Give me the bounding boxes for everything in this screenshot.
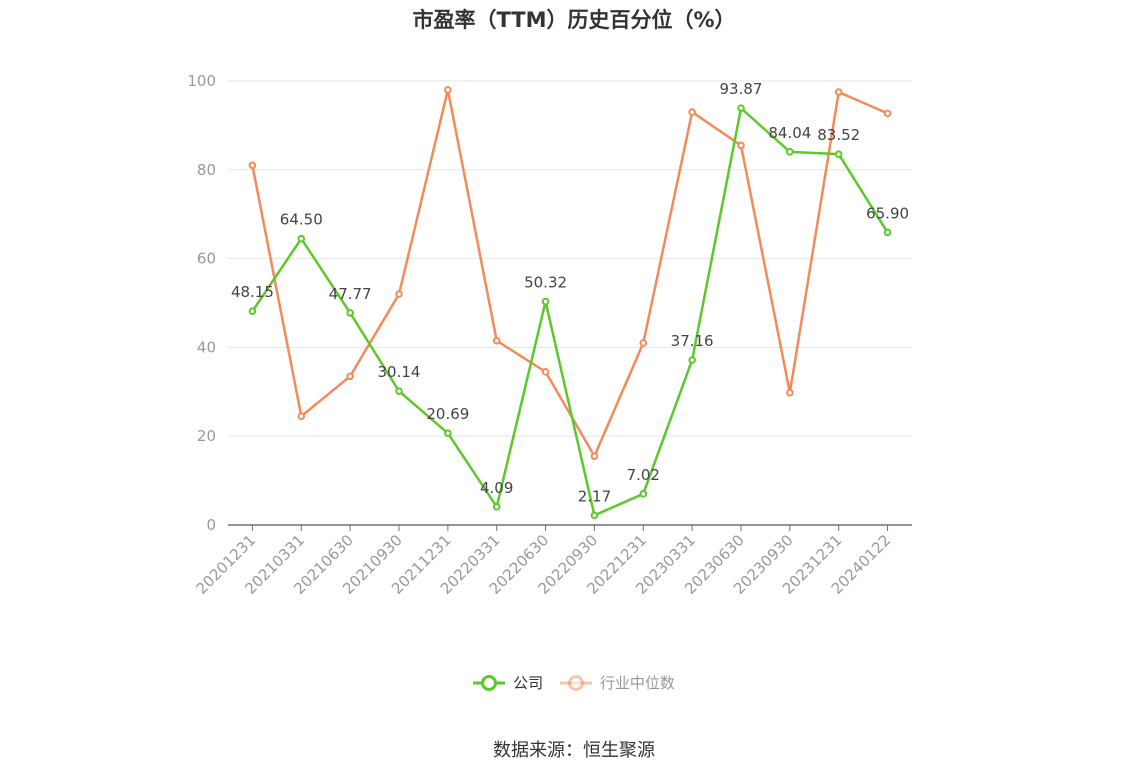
data-label: 47.77 [329, 285, 372, 303]
data-point-1 [834, 88, 843, 96]
legend-marker-industry-median-icon [559, 674, 592, 691]
legend-marker-company-icon [473, 674, 506, 691]
axes: 0204060801002020123120210331202106302021… [187, 72, 912, 598]
data-point-0 [492, 503, 501, 511]
data-point-1 [492, 336, 501, 345]
y-tick-label: 40 [197, 338, 216, 356]
data-point-0 [786, 148, 794, 156]
series-line-0 [251, 106, 889, 517]
data-label: 48.15 [231, 283, 274, 301]
data-point-0 [834, 150, 843, 158]
data-point-1 [688, 108, 696, 116]
data-label: 83.52 [817, 126, 860, 144]
data-point-1 [883, 109, 892, 118]
data-point-1 [541, 368, 550, 376]
legend: 公司 行业中位数 [0, 672, 1148, 696]
data-point-1 [346, 372, 354, 381]
legend-label-industry-median: 行业中位数 [599, 674, 675, 692]
data-label: 65.90 [866, 204, 909, 222]
data-point-0 [541, 297, 550, 306]
data-label: 20.69 [426, 405, 469, 423]
data-label: 64.50 [280, 211, 323, 229]
gridlines [228, 80, 912, 437]
legend-item-industry-median[interactable]: 行业中位数 [559, 672, 675, 693]
data-point-1 [297, 412, 306, 421]
data-point-0 [346, 309, 354, 317]
y-tick-label: 100 [187, 72, 216, 90]
y-tick-label: 0 [206, 516, 216, 534]
y-tick-label: 20 [197, 427, 216, 445]
series-line-1 [251, 88, 889, 458]
legend-label-company: 公司 [513, 674, 544, 692]
chart-title: 市盈率（TTM）历史百分位（%） [412, 8, 736, 32]
data-label: 84.04 [768, 124, 811, 142]
data-point-0 [590, 511, 599, 520]
line-chart: 0204060801002020123120210331202106302021… [187, 72, 912, 598]
legend-item-company[interactable]: 公司 [473, 672, 543, 693]
data-point-0 [297, 234, 306, 243]
data-point-0 [688, 356, 696, 364]
data-labels: 48.15 64.50 47.77 30.14 20.69 4.09 50.32 2.17 7.… [231, 80, 909, 505]
data-label: 4.09 [480, 479, 513, 497]
data-point-0 [639, 490, 648, 498]
source-note: 数据来源：恒生聚源 [493, 740, 655, 761]
data-point-0 [883, 228, 892, 237]
data-label: 37.16 [671, 332, 714, 350]
data-point-0 [248, 307, 257, 316]
data-point-1 [639, 339, 648, 347]
data-point-0 [395, 387, 403, 395]
data-label: 30.14 [378, 363, 421, 381]
data-point-1 [590, 452, 599, 460]
data-label: 7.02 [627, 466, 660, 484]
series [248, 86, 892, 520]
data-point-1 [786, 388, 794, 397]
data-point-0 [444, 429, 452, 437]
data-label: 93.87 [720, 80, 763, 98]
data-point-1 [737, 141, 745, 150]
data-label: 50.32 [524, 274, 567, 292]
y-tick-label: 60 [197, 250, 216, 268]
data-point-1 [444, 86, 452, 94]
data-point-0 [737, 104, 745, 113]
data-point-1 [395, 290, 403, 298]
data-point-1 [248, 161, 257, 170]
data-label: 2.17 [578, 487, 611, 505]
y-tick-label: 80 [197, 161, 216, 179]
